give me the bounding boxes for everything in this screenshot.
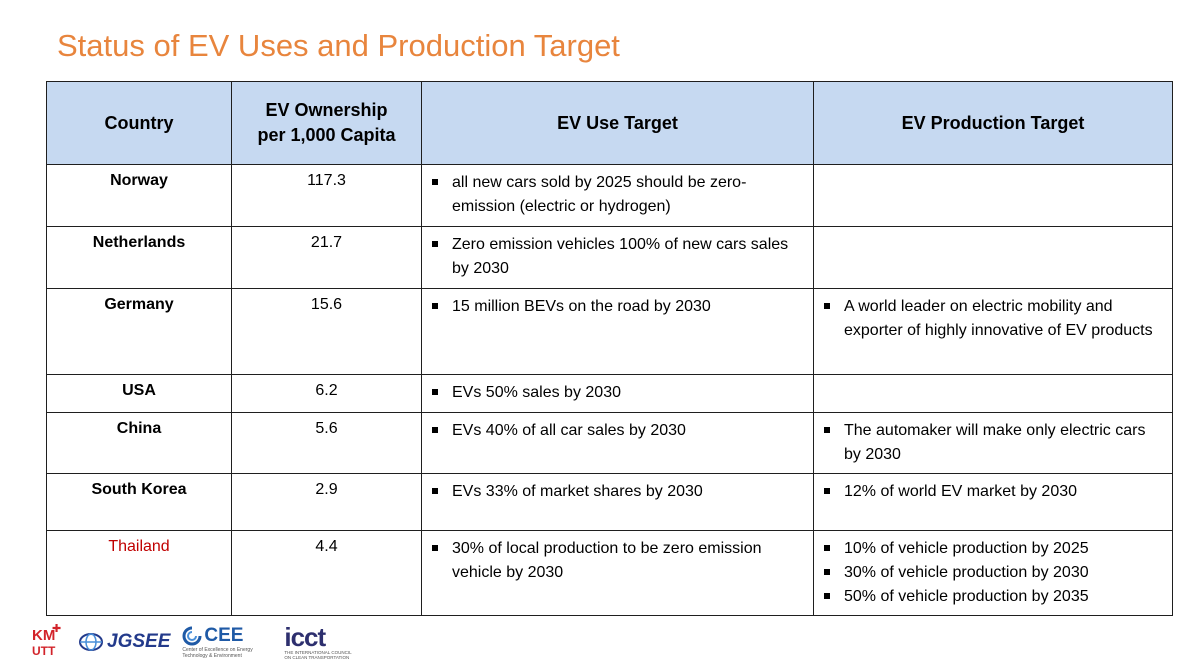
use-target-cell: Zero emission vehicles 100% of new cars … <box>421 226 814 289</box>
use-target-list: EVs 33% of market shares by 2030 <box>428 480 805 504</box>
list-item: EVs 33% of market shares by 2030 <box>428 480 805 504</box>
page-title: Status of EV Uses and Production Target <box>57 28 620 63</box>
production-target-list: 12% of world EV market by 2030 <box>820 480 1164 504</box>
country-cell: Norway <box>46 164 232 227</box>
country-cell: China <box>46 412 232 474</box>
production-target-list: The automaker will make only electric ca… <box>820 419 1164 467</box>
use-target-cell: EVs 50% sales by 2030 <box>421 374 814 413</box>
use-target-list: Zero emission vehicles 100% of new cars … <box>428 233 805 281</box>
table-row: USA 6.2 EVs 50% sales by 2030 <box>46 374 1173 413</box>
production-target-cell <box>813 226 1173 289</box>
use-target-list: 30% of local production to be zero emiss… <box>428 537 805 585</box>
ownership-cell: 117.3 <box>231 164 422 227</box>
table-row: South Korea 2.9 EVs 33% of market shares b… <box>46 473 1173 531</box>
cee-text: CEE <box>204 625 244 646</box>
kmutt-logo: ✚ KM UTT <box>32 623 62 658</box>
icct-subtitle: THE INTERNATIONAL COUNCIL ON CLEAN TRANS… <box>284 650 352 660</box>
table-row: Thailand 4.4 30% of local production to be… <box>46 530 1173 616</box>
header-production-target: EV Production Target <box>813 81 1173 165</box>
header-use-target: EV Use Target <box>421 81 814 165</box>
country-cell: USA <box>46 374 232 413</box>
list-item: 12% of world EV market by 2030 <box>820 480 1164 504</box>
header-country: Country <box>46 81 232 165</box>
production-target-cell: A world leader on electric mobility and … <box>813 288 1173 375</box>
country-cell: South Korea <box>46 473 232 531</box>
table-row: Norway 117.3 all new cars sold by 2025 sho… <box>46 164 1173 227</box>
country-cell: Germany <box>46 288 232 375</box>
use-target-list: EVs 40% of all car sales by 2030 <box>428 419 805 443</box>
ev-status-table: Country EV Ownership per 1,000 Capita EV… <box>46 81 1173 616</box>
ownership-cell: 15.6 <box>231 288 422 375</box>
jgsee-logo: JGSEE <box>78 631 170 653</box>
production-target-cell: 12% of world EV market by 2030 <box>813 473 1173 531</box>
production-target-cell <box>813 374 1173 413</box>
use-target-cell: EVs 40% of all car sales by 2030 <box>421 412 814 474</box>
use-target-cell: all new cars sold by 2025 should be zero… <box>421 164 814 227</box>
table-row: Germany 15.6 15 million BEVs on the road b… <box>46 288 1173 375</box>
use-target-list: 15 million BEVs on the road by 2030 <box>428 295 805 319</box>
production-target-cell <box>813 164 1173 227</box>
use-target-list: EVs 50% sales by 2030 <box>428 381 805 405</box>
cee-logo: CEE Center of Excellence on Energy Techn… <box>182 625 272 659</box>
jgsee-text: JGSEE <box>107 631 171 652</box>
production-target-list: A world leader on electric mobility and … <box>820 295 1164 343</box>
country-cell: Thailand <box>46 530 232 616</box>
list-item: Zero emission vehicles 100% of new cars … <box>428 233 805 281</box>
list-item: 30% of vehicle production by 2030 <box>820 561 1164 585</box>
use-target-cell: EVs 33% of market shares by 2030 <box>421 473 814 531</box>
list-item: 15 million BEVs on the road by 2030 <box>428 295 805 319</box>
table-row: Netherlands 21.7 Zero emission vehicles 10… <box>46 226 1173 289</box>
header-ownership: EV Ownership per 1,000 Capita <box>231 81 422 165</box>
ownership-cell: 5.6 <box>231 412 422 474</box>
ownership-cell: 6.2 <box>231 374 422 413</box>
swirl-icon <box>182 626 202 646</box>
ownership-cell: 4.4 <box>231 530 422 616</box>
table-body: Norway 117.3 all new cars sold by 2025 sho… <box>46 164 1173 616</box>
icct-text: icct <box>284 622 326 652</box>
production-target-list: 10% of vehicle production by 2025 30% of … <box>820 537 1164 609</box>
icct-logo: icct THE INTERNATIONAL COUNCIL ON CLEAN … <box>284 624 356 660</box>
sparkle-icon: ✚ <box>52 623 62 635</box>
use-target-list: all new cars sold by 2025 should be zero… <box>428 171 805 219</box>
ownership-cell: 2.9 <box>231 473 422 531</box>
list-item: 50% of vehicle production by 2035 <box>820 585 1164 609</box>
footer-logos: ✚ KM UTT JGSEE CEE Center of Excellence … <box>30 622 356 662</box>
list-item: EVs 50% sales by 2030 <box>428 381 805 405</box>
table-header-row: Country EV Ownership per 1,000 Capita EV… <box>46 81 1173 165</box>
cee-subtitle: Center of Excellence on Energy Technolog… <box>182 647 253 659</box>
list-item: 10% of vehicle production by 2025 <box>820 537 1164 561</box>
globe-icon <box>79 633 103 651</box>
production-target-cell: 10% of vehicle production by 2025 30% of … <box>813 530 1173 616</box>
ownership-cell: 21.7 <box>231 226 422 289</box>
use-target-cell: 15 million BEVs on the road by 2030 <box>421 288 814 375</box>
list-item: 30% of local production to be zero emiss… <box>428 537 805 585</box>
use-target-cell: 30% of local production to be zero emiss… <box>421 530 814 616</box>
list-item: A world leader on electric mobility and … <box>820 295 1164 343</box>
list-item: all new cars sold by 2025 should be zero… <box>428 171 805 219</box>
list-item: EVs 40% of all car sales by 2030 <box>428 419 805 443</box>
list-item: The automaker will make only electric ca… <box>820 419 1164 467</box>
country-cell: Netherlands <box>46 226 232 289</box>
table-row: China 5.6 EVs 40% of all car sales by 2030… <box>46 412 1173 474</box>
production-target-cell: The automaker will make only electric ca… <box>813 412 1173 474</box>
